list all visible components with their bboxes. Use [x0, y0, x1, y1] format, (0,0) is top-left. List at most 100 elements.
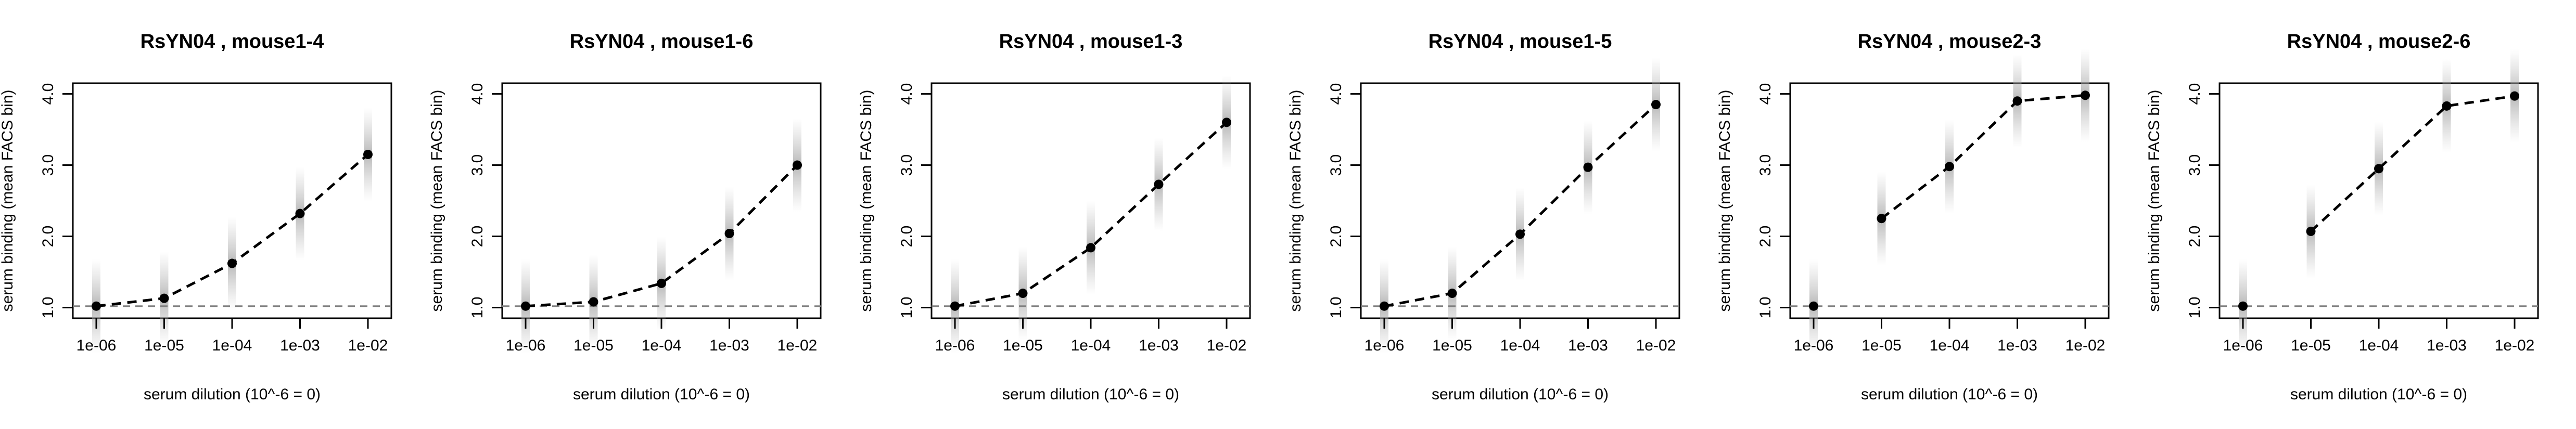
data-point [2510, 91, 2519, 101]
y-tick-label: 3.0 [469, 154, 486, 176]
y-axis-label: serum binding (mean FACS bin) [428, 90, 445, 312]
data-point [589, 297, 598, 307]
data-point [2081, 90, 2090, 100]
data-point [2374, 164, 2383, 174]
x-tick-label: 1e-02 [1207, 337, 1247, 354]
x-tick-label: 1e-02 [2495, 337, 2535, 354]
data-point [227, 258, 237, 268]
series-line [954, 121, 1228, 308]
y-tick-label: 4.0 [898, 83, 915, 105]
x-tick-label: 1e-05 [144, 337, 184, 354]
x-tick-label: 1e-02 [2065, 337, 2106, 354]
series-line [2310, 95, 2515, 232]
y-axis-label: serum binding (mean FACS bin) [2146, 90, 2163, 312]
y-tick-label: 1.0 [2186, 297, 2203, 319]
x-tick-label: 1e-03 [1997, 337, 2037, 354]
data-point [1583, 162, 1593, 172]
x-axis-label: serum dilution (10^-6 = 0) [1002, 386, 1179, 403]
y-tick-label: 4.0 [2186, 83, 2203, 105]
x-tick-label: 1e-05 [2291, 337, 2331, 354]
data-point [1154, 179, 1164, 189]
data-point [1945, 162, 1954, 172]
data-point [1515, 229, 1525, 239]
chart-panel: RsYN04 , mouse2-6 1e-06 1e-05 1e-04 1e-03 1e-… [2146, 31, 2539, 403]
x-tick-label: 1e-05 [1003, 337, 1043, 354]
x-tick-label: 1e-04 [1500, 337, 1540, 354]
x-tick-label: 1e-05 [1432, 337, 1472, 354]
data-point [1086, 243, 1095, 253]
y-tick-label: 2.0 [2186, 226, 2203, 248]
y-tick-label: 3.0 [40, 154, 57, 176]
y-tick-label: 1.0 [40, 297, 57, 319]
x-tick-label: 1e-02 [1636, 337, 1676, 354]
y-tick-label: 1.0 [1757, 297, 1774, 319]
data-point [1809, 301, 1818, 311]
x-axis-label: serum dilution (10^-6 = 0) [2290, 386, 2467, 403]
x-axis-label: serum dilution (10^-6 = 0) [573, 386, 750, 403]
data-point [2306, 226, 2316, 236]
y-tick-label: 4.0 [1757, 83, 1774, 105]
y-tick-label: 1.0 [898, 297, 915, 319]
x-tick-label: 1e-03 [1568, 337, 1608, 354]
y-tick-label: 2.0 [469, 226, 486, 248]
data-point [363, 149, 373, 159]
y-tick-label: 4.0 [469, 83, 486, 105]
x-tick-label: 1e-05 [1861, 337, 1902, 354]
y-tick-label: 1.0 [469, 297, 486, 319]
chart-title: RsYN04 , mouse1-6 [570, 31, 754, 53]
data-point [2442, 101, 2452, 111]
y-tick-label: 3.0 [2186, 154, 2203, 176]
x-axis-label: serum dilution (10^-6 = 0) [1861, 386, 2038, 403]
data-point [521, 301, 530, 311]
x-tick-label: 1e-06 [935, 337, 975, 354]
data-point [1018, 289, 1028, 298]
y-axis-label: serum binding (mean FACS bin) [858, 90, 875, 312]
x-tick-label: 1e-02 [348, 337, 388, 354]
data-point [295, 209, 305, 218]
y-tick-label: 3.0 [898, 154, 915, 176]
x-tick-label: 1e-04 [1071, 337, 1111, 354]
x-tick-label: 1e-03 [1139, 337, 1179, 354]
x-tick-label: 1e-04 [212, 337, 252, 354]
y-tick-label: 2.0 [1328, 226, 1345, 248]
y-tick-label: 2.0 [1757, 226, 1774, 248]
chart-title: RsYN04 , mouse1-3 [999, 31, 1183, 53]
y-tick-label: 4.0 [1328, 83, 1345, 105]
x-tick-label: 1e-06 [1794, 337, 1834, 354]
chart-panel: RsYN04 , mouse1-3 1e-06 1e-05 1e-04 1e-03 1e-… [858, 31, 1251, 403]
data-point [2238, 301, 2248, 311]
data-point [1380, 301, 1389, 311]
chart-panel: RsYN04 , mouse1-4 1e-06 1e-05 1e-04 1e-03 1e-… [0, 31, 392, 403]
x-tick-label: 1e-02 [777, 337, 818, 354]
x-tick-label: 1e-03 [2427, 337, 2467, 354]
x-tick-label: 1e-04 [1930, 337, 1970, 354]
data-point [724, 229, 734, 239]
y-axis-label: serum binding (mean FACS bin) [1287, 90, 1304, 312]
y-tick-label: 3.0 [1328, 154, 1345, 176]
chart-title: RsYN04 , mouse2-3 [1858, 31, 2042, 53]
y-tick-label: 4.0 [40, 83, 57, 105]
data-point [1877, 214, 1886, 224]
chart-panel: RsYN04 , mouse1-6 1e-06 1e-05 1e-04 1e-03 1e-… [428, 31, 822, 403]
series-line [525, 164, 798, 308]
x-axis-label: serum dilution (10^-6 = 0) [1432, 386, 1609, 403]
x-tick-label: 1e-06 [76, 337, 117, 354]
chart-title: RsYN04 , mouse2-6 [2287, 31, 2471, 53]
data-point [1447, 289, 1457, 298]
data-point [1651, 100, 1661, 110]
data-point [159, 293, 169, 303]
x-tick-label: 1e-06 [2223, 337, 2263, 354]
y-tick-label: 3.0 [1757, 154, 1774, 176]
data-point [2012, 96, 2022, 106]
data-point [657, 278, 666, 288]
data-point [1222, 118, 1231, 127]
data-point [793, 160, 802, 170]
chart-title: RsYN04 , mouse1-5 [1429, 31, 1612, 53]
data-point [92, 301, 101, 311]
x-tick-label: 1e-03 [280, 337, 320, 354]
chart-panel: RsYN04 , mouse1-5 1e-06 1e-05 1e-04 1e-03 1e-… [1287, 31, 1680, 403]
y-axis-label: serum binding (mean FACS bin) [0, 90, 16, 312]
x-tick-label: 1e-04 [642, 337, 682, 354]
y-tick-label: 2.0 [40, 226, 57, 248]
